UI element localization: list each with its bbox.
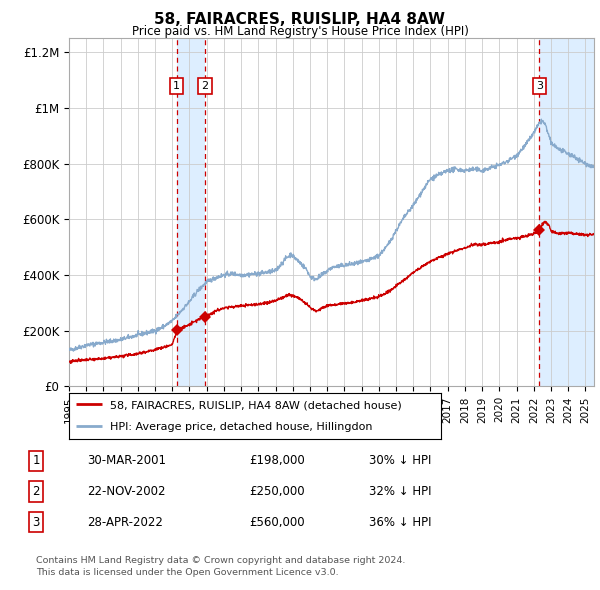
Text: 28-APR-2022: 28-APR-2022 [87, 516, 163, 529]
Text: 2: 2 [32, 485, 40, 498]
Text: £560,000: £560,000 [249, 516, 305, 529]
Text: 3: 3 [32, 516, 40, 529]
Text: £198,000: £198,000 [249, 454, 305, 467]
Text: 30% ↓ HPI: 30% ↓ HPI [369, 454, 431, 467]
Text: 22-NOV-2002: 22-NOV-2002 [87, 485, 166, 498]
Text: 58, FAIRACRES, RUISLIP, HA4 8AW (detached house): 58, FAIRACRES, RUISLIP, HA4 8AW (detache… [110, 401, 401, 411]
Text: Contains HM Land Registry data © Crown copyright and database right 2024.: Contains HM Land Registry data © Crown c… [36, 556, 406, 565]
Text: 30-MAR-2001: 30-MAR-2001 [87, 454, 166, 467]
Text: 1: 1 [32, 454, 40, 467]
Bar [176, 38, 205, 386]
Text: 32% ↓ HPI: 32% ↓ HPI [369, 485, 431, 498]
Text: 3: 3 [536, 81, 543, 91]
Text: 58, FAIRACRES, RUISLIP, HA4 8AW: 58, FAIRACRES, RUISLIP, HA4 8AW [155, 12, 445, 27]
Text: 36% ↓ HPI: 36% ↓ HPI [369, 516, 431, 529]
Text: 1: 1 [173, 81, 180, 91]
Text: 2: 2 [202, 81, 209, 91]
Text: HPI: Average price, detached house, Hillingdon: HPI: Average price, detached house, Hill… [110, 422, 373, 432]
Text: £250,000: £250,000 [249, 485, 305, 498]
Text: Price paid vs. HM Land Registry's House Price Index (HPI): Price paid vs. HM Land Registry's House … [131, 25, 469, 38]
Text: This data is licensed under the Open Government Licence v3.0.: This data is licensed under the Open Gov… [36, 568, 338, 576]
Bar [539, 38, 600, 386]
